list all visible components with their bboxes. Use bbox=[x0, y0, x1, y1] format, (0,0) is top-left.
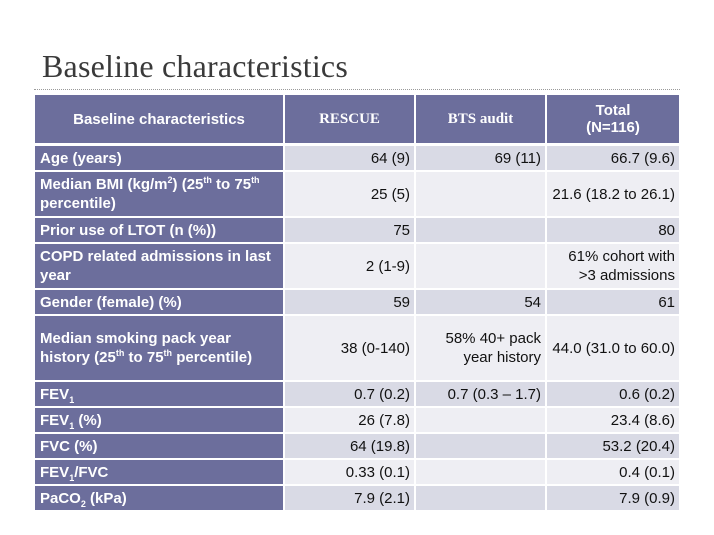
cell-rescue: 64 (9) bbox=[285, 146, 416, 172]
table-row: Prior use of LTOT (n (%)) 75 80 bbox=[35, 218, 679, 244]
table-row: FVC (%) 64 (19.8) 53.2 (20.4) bbox=[35, 434, 679, 460]
table-row: Median smoking pack year history (25th t… bbox=[35, 316, 679, 382]
cell-rescue: 59 bbox=[285, 290, 416, 316]
cell-bts bbox=[416, 408, 547, 434]
table-row: COPD related admissions in last year 2 (… bbox=[35, 244, 679, 290]
table-row: PaCO2 (kPa) 7.9 (2.1) 7.9 (0.9) bbox=[35, 486, 679, 512]
cell-rescue: 75 bbox=[285, 218, 416, 244]
cell-total: 0.6 (0.2) bbox=[547, 382, 679, 408]
cell-rescue: 0.7 (0.2) bbox=[285, 382, 416, 408]
cell-total: 0.4 (0.1) bbox=[547, 460, 679, 486]
title-divider bbox=[34, 89, 680, 90]
row-label-copd-admissions: COPD related admissions in last year bbox=[35, 244, 285, 290]
table-row: FEV1/FVC 0.33 (0.1) 0.4 (0.1) bbox=[35, 460, 679, 486]
cell-bts bbox=[416, 460, 547, 486]
cell-total: 80 bbox=[547, 218, 679, 244]
cell-total: 66.7 (9.6) bbox=[547, 146, 679, 172]
cell-total: 61 bbox=[547, 290, 679, 316]
cell-total: 61% cohort with >3 admissions bbox=[547, 244, 679, 290]
cell-total: 7.9 (0.9) bbox=[547, 486, 679, 512]
table-row: FEV1 (%) 26 (7.8) 23.4 (8.6) bbox=[35, 408, 679, 434]
table-header-row: Baseline characteristics RESCUE BTS audi… bbox=[35, 95, 679, 146]
cell-total: 23.4 (8.6) bbox=[547, 408, 679, 434]
cell-bts bbox=[416, 244, 547, 290]
cell-bts: 54 bbox=[416, 290, 547, 316]
cell-bts bbox=[416, 172, 547, 218]
header-total: Total (N=116) bbox=[547, 95, 679, 146]
cell-total: 21.6 (18.2 to 26.1) bbox=[547, 172, 679, 218]
cell-bts: 69 (11) bbox=[416, 146, 547, 172]
cell-rescue: 64 (19.8) bbox=[285, 434, 416, 460]
table-row: Age (years) 64 (9) 69 (11) 66.7 (9.6) bbox=[35, 146, 679, 172]
baseline-characteristics-table: Baseline characteristics RESCUE BTS audi… bbox=[35, 95, 679, 512]
cell-rescue: 38 (0-140) bbox=[285, 316, 416, 382]
row-label-fev1-fvc: FEV1/FVC bbox=[35, 460, 285, 486]
cell-total: 44.0 (31.0 to 60.0) bbox=[547, 316, 679, 382]
row-label-median-bmi: Median BMI (kg/m2) (25th to 75th percent… bbox=[35, 172, 285, 218]
cell-bts: 58% 40+ pack year history bbox=[416, 316, 547, 382]
cell-rescue: 7.9 (2.1) bbox=[285, 486, 416, 512]
header-bts-audit: BTS audit bbox=[416, 95, 547, 146]
cell-total: 53.2 (20.4) bbox=[547, 434, 679, 460]
row-label-fvc-percent: FVC (%) bbox=[35, 434, 285, 460]
table-row: Median BMI (kg/m2) (25th to 75th percent… bbox=[35, 172, 679, 218]
row-label-age: Age (years) bbox=[35, 146, 285, 172]
cell-rescue: 25 (5) bbox=[285, 172, 416, 218]
header-rescue: RESCUE bbox=[285, 95, 416, 146]
row-label-prior-ltot: Prior use of LTOT (n (%)) bbox=[35, 218, 285, 244]
cell-bts: 0.7 (0.3 – 1.7) bbox=[416, 382, 547, 408]
table-row: FEV1 0.7 (0.2) 0.7 (0.3 – 1.7) 0.6 (0.2) bbox=[35, 382, 679, 408]
header-total-line1: Total bbox=[595, 102, 631, 119]
cell-bts bbox=[416, 218, 547, 244]
cell-bts bbox=[416, 486, 547, 512]
cell-rescue: 26 (7.8) bbox=[285, 408, 416, 434]
cell-rescue: 2 (1-9) bbox=[285, 244, 416, 290]
row-label-gender: Gender (female) (%) bbox=[35, 290, 285, 316]
header-baseline-characteristics: Baseline characteristics bbox=[35, 95, 285, 146]
table-row: Gender (female) (%) 59 54 61 bbox=[35, 290, 679, 316]
row-label-fev1-percent: FEV1 (%) bbox=[35, 408, 285, 434]
row-label-fev1: FEV1 bbox=[35, 382, 285, 408]
header-total-line2: (N=116) bbox=[586, 119, 640, 136]
cell-rescue: 0.33 (0.1) bbox=[285, 460, 416, 486]
row-label-smoking-pack-years: Median smoking pack year history (25th t… bbox=[35, 316, 285, 382]
slide-title: Baseline characteristics bbox=[42, 48, 348, 84]
cell-bts bbox=[416, 434, 547, 460]
row-label-paco2: PaCO2 (kPa) bbox=[35, 486, 285, 512]
